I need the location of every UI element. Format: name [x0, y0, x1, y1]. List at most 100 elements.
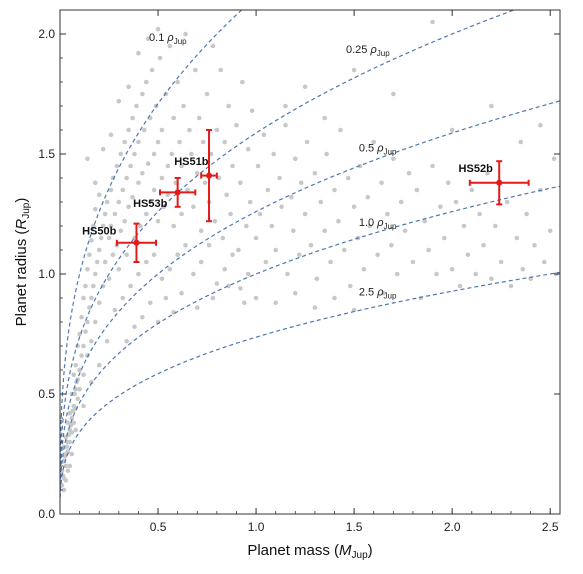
background-point-137 — [218, 67, 224, 73]
background-point-40 — [87, 252, 92, 258]
planet-label-HS51b: HS51b — [174, 156, 209, 168]
y-axis-title-subscript: Jup — [21, 202, 32, 219]
background-point-227 — [514, 235, 520, 241]
background-point-243 — [136, 50, 141, 56]
background-point-219 — [477, 211, 482, 217]
background-point-46 — [92, 271, 98, 277]
background-point-255 — [183, 242, 188, 248]
background-point-238 — [92, 180, 98, 186]
background-point-41 — [89, 295, 94, 301]
background-point-251 — [151, 252, 157, 258]
background-point-141 — [226, 103, 231, 109]
background-point-123 — [191, 204, 196, 210]
background-point-86 — [136, 139, 141, 145]
background-point-64 — [110, 252, 116, 258]
background-point-124 — [192, 67, 198, 73]
background-point-30 — [79, 314, 84, 320]
background-point-125 — [194, 170, 200, 176]
background-point-216 — [465, 252, 471, 258]
background-point-289 — [489, 103, 494, 109]
background-point-112 — [171, 223, 177, 229]
background-point-135 — [214, 127, 220, 133]
background-point-49 — [94, 259, 100, 265]
background-point-231 — [532, 242, 537, 248]
x-tick-label-4: 2.5 — [542, 520, 559, 534]
background-point-247 — [120, 295, 126, 301]
y-tick-label-4: 2.0 — [38, 27, 55, 41]
y-tick-label-2: 1.0 — [38, 267, 55, 281]
density-label-coef-0: 0.1 — [149, 32, 167, 44]
background-point-174 — [314, 276, 320, 282]
background-point-25 — [75, 396, 80, 402]
background-point-185 — [351, 204, 357, 210]
planet-label-HS50b: HS50b — [82, 225, 117, 237]
background-point-36 — [85, 319, 90, 325]
x-axis-title-subscript: Jup — [352, 550, 369, 561]
background-point-130 — [204, 91, 210, 97]
background-point-21 — [73, 362, 78, 368]
background-point-278 — [194, 305, 200, 310]
background-point-256 — [191, 271, 196, 277]
background-point-269 — [351, 307, 357, 313]
planet-HS53b: HS53b — [133, 177, 197, 210]
background-point-178 — [328, 259, 333, 265]
background-point-150 — [247, 199, 253, 205]
background-point-134 — [212, 218, 218, 224]
background-point-275 — [163, 295, 169, 301]
background-point-109 — [167, 43, 173, 49]
background-point-92 — [143, 79, 149, 85]
background-point-147 — [240, 79, 245, 85]
background-point-69 — [116, 266, 122, 272]
background-point-77 — [126, 127, 131, 133]
y-axis-title-text: Planet radius ( — [13, 230, 30, 327]
background-point-242 — [126, 84, 131, 90]
density-label-coef-3: 1.0 — [359, 217, 377, 229]
background-point-222 — [489, 276, 494, 282]
density-label-sub-4: Jup — [384, 292, 397, 301]
background-point-281 — [242, 300, 247, 306]
planet-HS52b: HS52b — [459, 160, 530, 206]
background-point-287 — [430, 19, 435, 25]
background-point-214 — [457, 283, 463, 289]
background-point-300 — [63, 478, 69, 483]
background-point-47 — [92, 206, 98, 212]
background-point-286 — [391, 91, 396, 97]
background-point-199 — [398, 199, 404, 205]
background-point-128 — [200, 139, 206, 145]
background-point-205 — [422, 218, 428, 224]
background-point-76 — [124, 252, 129, 258]
background-point-241 — [116, 98, 122, 104]
density-curves-layer — [60, 10, 560, 498]
background-point-18 — [71, 372, 77, 378]
background-point-268 — [332, 295, 337, 301]
background-point-249 — [136, 271, 141, 277]
background-point-172 — [308, 242, 314, 248]
background-point-72 — [120, 187, 126, 193]
background-point-90 — [142, 127, 147, 133]
background-point-143 — [230, 163, 235, 169]
background-point-159 — [271, 151, 277, 157]
background-point-277 — [179, 290, 184, 296]
density-label-rho-3: ρ — [376, 217, 383, 229]
density-label-sub-1: Jup — [377, 49, 390, 58]
background-point-164 — [285, 271, 290, 277]
density-label-sub-2: Jup — [384, 148, 397, 157]
background-point-111 — [171, 115, 177, 121]
background-point-292 — [104, 338, 110, 344]
background-point-0 — [60, 482, 65, 488]
background-point-127 — [198, 228, 204, 234]
background-point-196 — [389, 242, 394, 248]
background-point-102 — [157, 55, 163, 61]
background-point-225 — [504, 199, 510, 205]
background-point-44 — [91, 283, 96, 289]
background-point-39 — [87, 305, 92, 310]
background-point-291 — [538, 122, 543, 128]
background-point-78 — [126, 204, 131, 210]
background-point-139 — [222, 139, 228, 145]
density-label-2: 0.5 ρJup — [359, 143, 397, 157]
background-point-280 — [226, 283, 231, 289]
background-point-180 — [336, 218, 341, 224]
planet-HS51b: HS51b — [174, 129, 218, 223]
background-point-215 — [461, 223, 467, 229]
background-point-250 — [143, 259, 149, 265]
